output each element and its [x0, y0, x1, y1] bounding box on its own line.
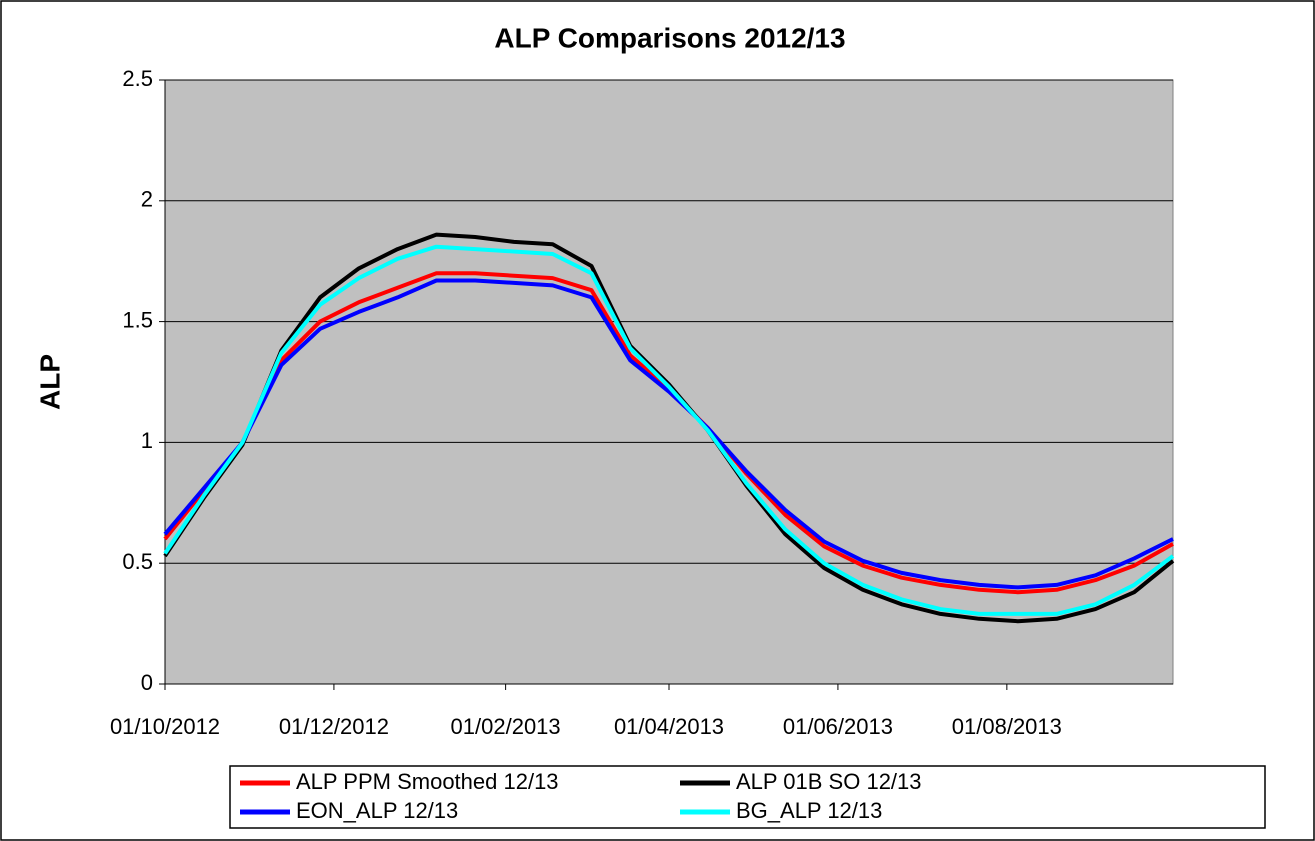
- legend-box: [229, 765, 1266, 829]
- x-tick-label: 01/12/2012: [279, 714, 389, 739]
- x-tick-label: 01/04/2013: [614, 714, 724, 739]
- legend-label: ALP PPM Smoothed 12/13: [296, 769, 559, 794]
- series-line: [163, 278, 1174, 590]
- y-tick-label: 2.5: [122, 66, 153, 91]
- y-axis-label: ALP: [34, 354, 65, 410]
- y-tick-label: 0: [141, 670, 153, 695]
- x-tick-label: 01/08/2013: [952, 714, 1062, 739]
- series-line: [163, 244, 1175, 616]
- y-tick-label: 0.5: [122, 549, 153, 574]
- x-tick-label: 01/10/2012: [110, 714, 220, 739]
- legend-label: EON_ALP 12/13: [296, 798, 458, 823]
- legend-label: ALP 01B SO 12/13: [736, 769, 922, 794]
- x-tick-label: 01/02/2013: [451, 714, 561, 739]
- chart-title: ALP Comparisons 2012/13: [494, 22, 845, 53]
- y-tick-label: 1: [141, 428, 153, 453]
- y-tick-label: 2: [141, 187, 153, 212]
- y-tick-label: 1.5: [122, 307, 153, 332]
- legend-label: BG_ALP 12/13: [736, 798, 882, 823]
- x-tick-label: 01/06/2013: [783, 714, 893, 739]
